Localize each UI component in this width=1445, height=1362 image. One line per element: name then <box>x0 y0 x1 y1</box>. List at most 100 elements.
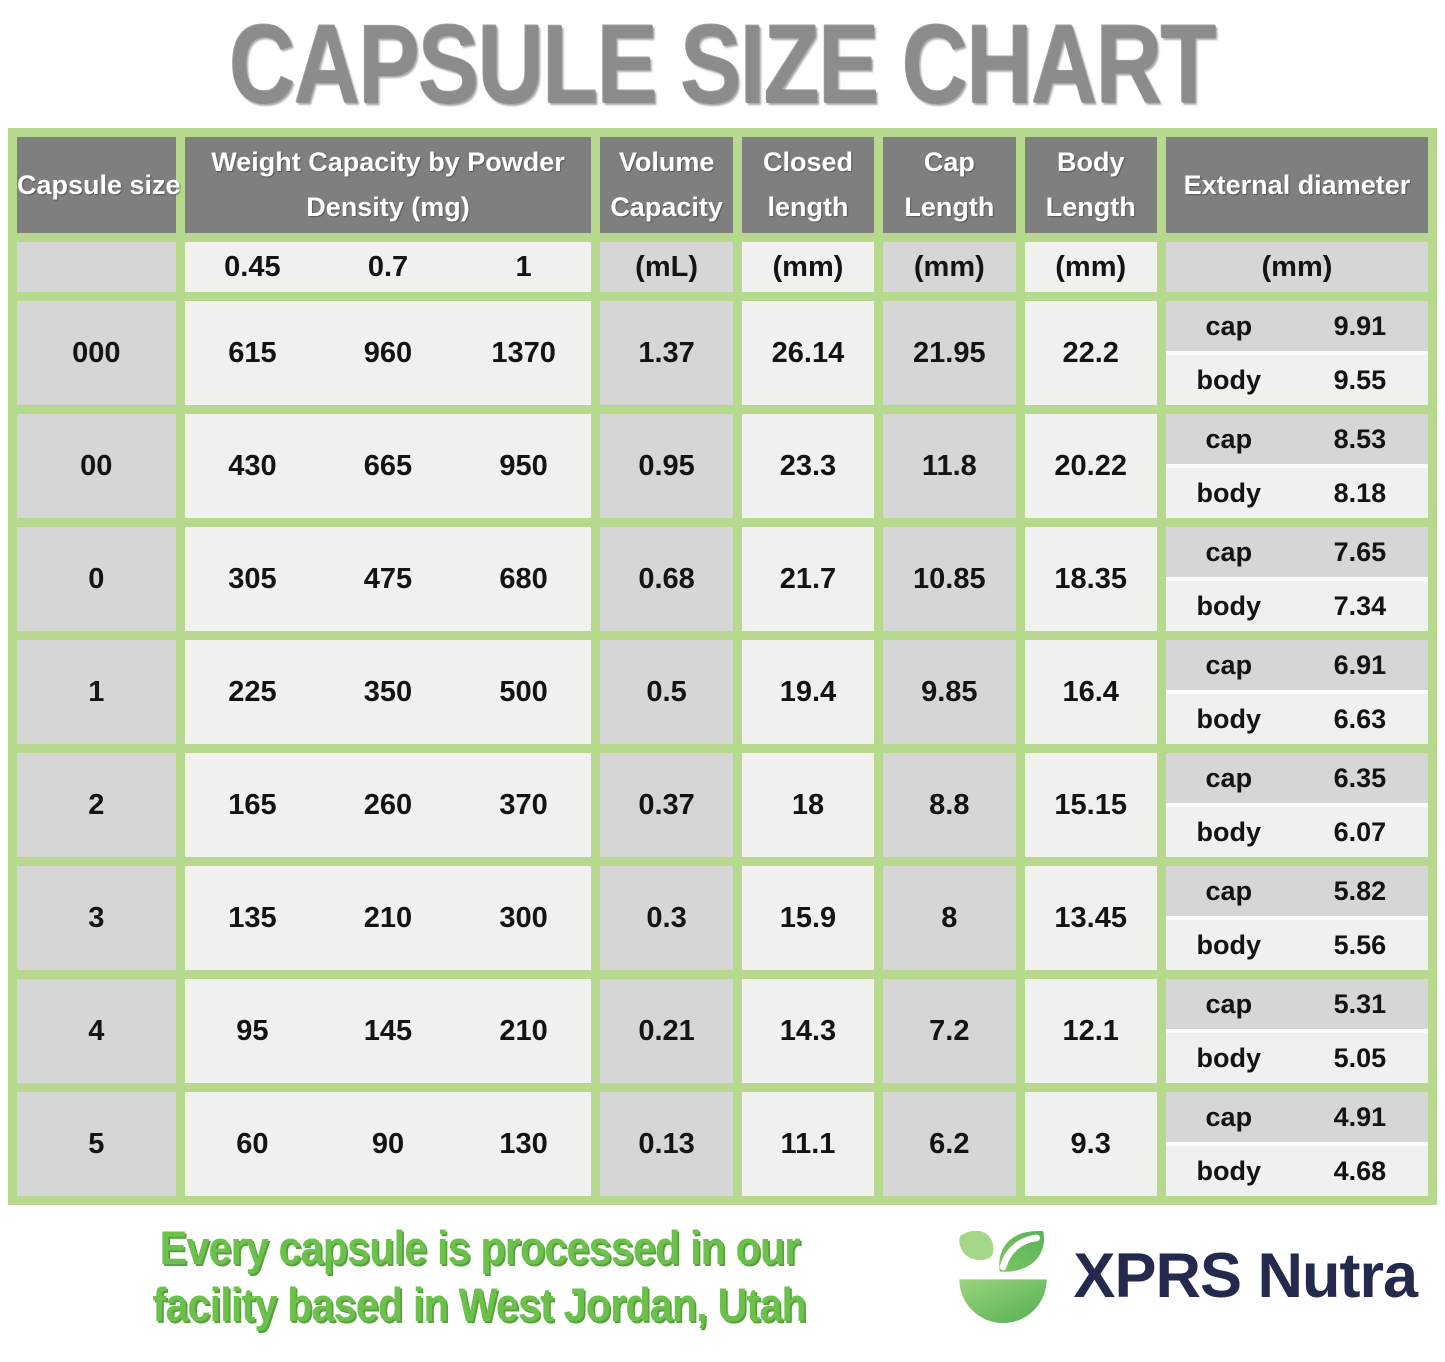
header-external-diameter: External diameter <box>1165 137 1428 233</box>
unit-density-1: 1 <box>515 250 532 283</box>
cell-weight-capacity: 95 145 210 <box>184 979 592 1083</box>
external-body-row: body 5.56 <box>1165 920 1428 970</box>
cell-external-diameter: cap 4.91 body 4.68 <box>1165 1092 1428 1196</box>
cell-capsule-size: 5 <box>17 1092 176 1196</box>
unit-external-diameter: (mm) <box>1165 242 1428 292</box>
cap-label: cap <box>1205 423 1253 454</box>
header-capsule-size: Capsule size <box>17 137 181 233</box>
body-diameter: 4.68 <box>1333 1155 1387 1186</box>
page-title: CAPSULE SIZE CHART <box>229 1 1218 127</box>
body-diameter: 5.05 <box>1333 1042 1387 1073</box>
body-label: body <box>1196 1155 1262 1186</box>
cell-body-length: 15.15 <box>1024 753 1157 857</box>
cell-cap-length: 21.95 <box>883 301 1016 405</box>
header-cap-length: Cap Length <box>883 137 1016 233</box>
external-cap-row: cap 7.65 <box>1165 527 1428 577</box>
body-label: body <box>1196 703 1262 734</box>
weight-1: 210 <box>499 1014 548 1047</box>
cell-volume: 0.68 <box>600 527 733 631</box>
mortar-leaves-icon <box>959 1230 1048 1324</box>
cell-closed-length: 14.3 <box>741 979 875 1083</box>
body-label: body <box>1196 364 1262 395</box>
body-label: body <box>1196 1042 1262 1073</box>
table-row-0: 0 305 475 680 0.68 21.7 10.85 18.35 cap … <box>17 527 1428 631</box>
tagline: Every capsule is processed in our facili… <box>12 1219 947 1334</box>
cell-capsule-size: 4 <box>17 979 176 1083</box>
header-volume-capacity: Volume Capacity <box>600 137 733 233</box>
weight-045: 225 <box>228 675 277 708</box>
weight-07: 350 <box>363 675 413 708</box>
weight-1: 1370 <box>491 336 556 369</box>
brand-logo: XPRS Nutra <box>947 1220 1418 1332</box>
cell-body-length: 12.1 <box>1024 979 1157 1083</box>
table-row-3: 3 135 210 300 0.3 15.9 8 13.45 cap 5.82 … <box>17 866 1428 970</box>
cell-cap-length: 6.2 <box>883 1092 1016 1196</box>
unit-body-length: (mm) <box>1024 242 1157 292</box>
cell-capsule-size: 2 <box>17 753 176 857</box>
cap-label: cap <box>1205 762 1253 793</box>
capsule-size-table-container: Capsule size Weight Capacity by Powder D… <box>8 128 1437 1205</box>
header-row: Capsule size Weight Capacity by Powder D… <box>17 137 1428 233</box>
cell-external-diameter: cap 5.31 body 5.05 <box>1165 979 1428 1083</box>
body-diameter: 9.55 <box>1333 364 1387 395</box>
cell-weight-capacity: 135 210 300 <box>184 866 592 970</box>
cap-label: cap <box>1205 649 1253 680</box>
cell-weight-capacity: 225 350 500 <box>184 640 592 744</box>
weight-1: 370 <box>499 788 548 821</box>
external-body-row: body 4.68 <box>1165 1146 1428 1196</box>
cell-body-length: 22.2 <box>1024 301 1157 405</box>
unit-volume: (mL) <box>600 242 733 292</box>
weight-1: 300 <box>499 901 548 934</box>
external-cap-row: cap 6.91 <box>1165 640 1428 690</box>
cell-closed-length: 19.4 <box>741 640 875 744</box>
body-diameter: 8.18 <box>1333 477 1387 508</box>
table-row-2: 2 165 260 370 0.37 18 8.8 15.15 cap 6.35… <box>17 753 1428 857</box>
cell-external-diameter: cap 9.91 body 9.55 <box>1165 301 1428 405</box>
cell-weight-capacity: 615 960 1370 <box>184 301 592 405</box>
cell-weight-capacity: 430 665 950 <box>184 414 592 518</box>
cell-external-diameter: cap 7.65 body 7.34 <box>1165 527 1428 631</box>
cell-cap-length: 11.8 <box>883 414 1016 518</box>
external-cap-row: cap 8.53 <box>1165 414 1428 464</box>
cell-weight-capacity: 305 475 680 <box>184 527 592 631</box>
unit-cap-length: (mm) <box>883 242 1016 292</box>
weight-07: 475 <box>363 562 413 595</box>
cap-diameter: 6.91 <box>1333 649 1387 680</box>
body-diameter: 7.34 <box>1333 590 1387 621</box>
cap-label: cap <box>1205 536 1253 567</box>
tagline-line1: Every capsule is processed in our <box>159 1220 801 1274</box>
table-row-000: 000 615 960 1370 1.37 26.14 21.95 22.2 c… <box>17 301 1428 405</box>
body-label: body <box>1196 477 1262 508</box>
cell-weight-capacity: 60 90 130 <box>184 1092 592 1196</box>
weight-045: 615 <box>228 336 277 369</box>
cell-volume: 0.21 <box>600 979 733 1083</box>
cell-cap-length: 8.8 <box>883 753 1016 857</box>
body-diameter: 6.07 <box>1333 816 1387 847</box>
cap-label: cap <box>1205 988 1253 1019</box>
body-label: body <box>1196 590 1262 621</box>
cell-external-diameter: cap 8.53 body 8.18 <box>1165 414 1428 518</box>
external-cap-row: cap 6.35 <box>1165 753 1428 803</box>
weight-1: 950 <box>499 449 548 482</box>
cell-volume: 0.95 <box>600 414 733 518</box>
cap-diameter: 5.82 <box>1333 875 1387 906</box>
cap-diameter: 9.91 <box>1333 310 1387 341</box>
cell-volume: 0.5 <box>600 640 733 744</box>
cell-external-diameter: cap 5.82 body 5.56 <box>1165 866 1428 970</box>
cap-diameter: 7.65 <box>1333 536 1387 567</box>
table-row-00: 00 430 665 950 0.95 23.3 11.8 20.22 cap … <box>17 414 1428 518</box>
table-row-5: 5 60 90 130 0.13 11.1 6.2 9.3 cap 4.91 b… <box>17 1092 1428 1196</box>
external-body-row: body 5.05 <box>1165 1033 1428 1083</box>
cap-label: cap <box>1205 1101 1253 1132</box>
cap-label: cap <box>1205 310 1253 341</box>
external-cap-row: cap 4.91 <box>1165 1092 1428 1142</box>
weight-045: 305 <box>228 562 277 595</box>
external-body-row: body 8.18 <box>1165 468 1428 518</box>
external-body-row: body 7.34 <box>1165 581 1428 631</box>
external-cap-row: cap 9.91 <box>1165 301 1428 351</box>
cell-body-length: 13.45 <box>1024 866 1157 970</box>
cap-label: cap <box>1205 875 1253 906</box>
cap-diameter: 4.91 <box>1333 1101 1387 1132</box>
cell-body-length: 18.35 <box>1024 527 1157 631</box>
unit-closed-length: (mm) <box>741 242 875 292</box>
